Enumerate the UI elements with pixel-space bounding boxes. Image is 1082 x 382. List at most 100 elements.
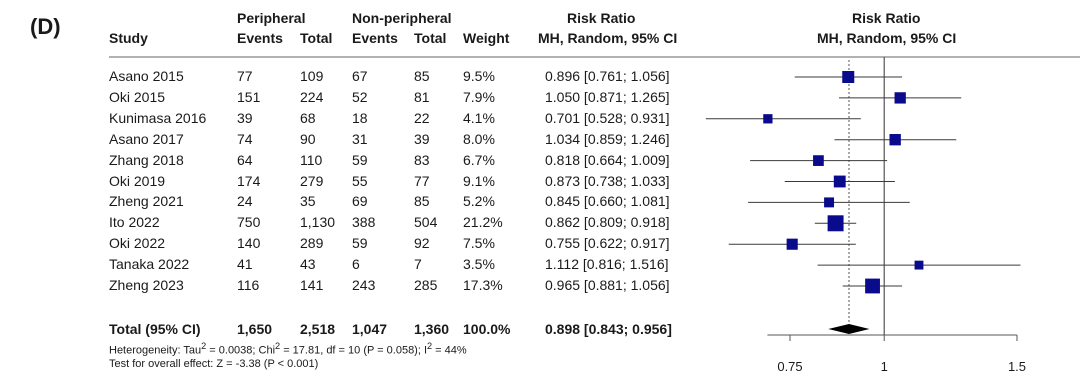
study-name: Ito 2022 <box>109 214 160 231</box>
effect-box <box>824 197 835 208</box>
header-non-peripheral: Non-peripheral <box>352 10 452 26</box>
weight: 7.9% <box>463 88 495 105</box>
ci-text: 0.818 [0.664; 1.009] <box>545 151 670 168</box>
study-name: Asano 2015 <box>109 68 184 84</box>
weight: 8.0% <box>463 130 495 147</box>
events-non-peripheral: 388 <box>352 214 376 231</box>
study-name: Asano 2017 <box>109 130 184 147</box>
weight: 21.2% <box>463 214 503 231</box>
total-peripheral: 1,130 <box>300 214 336 231</box>
effect-box <box>827 215 844 232</box>
events-peripheral: 174 <box>237 172 261 189</box>
total-non-peripheral: 39 <box>414 130 430 147</box>
panel-label: (D) <box>30 14 61 39</box>
total-peripheral: 141 <box>300 277 324 293</box>
total-non-peripheral: 92 <box>414 235 430 252</box>
events-peripheral: 750 <box>237 214 261 231</box>
effect-box <box>894 92 906 104</box>
events-peripheral: 140 <box>237 235 261 252</box>
weight: 9.5% <box>463 68 495 84</box>
total-peripheral: 110 <box>300 151 323 168</box>
study-name: Zhang 2018 <box>109 151 184 168</box>
effect-box <box>786 238 798 250</box>
effect-box <box>813 155 824 166</box>
ci-text: 0.965 [0.881; 1.056] <box>545 277 670 293</box>
ci-text: 0.896 [0.761; 1.056] <box>545 68 670 84</box>
events-peripheral: 151 <box>237 88 261 105</box>
study-name: Kunimasa 2016 <box>109 109 207 126</box>
total-events-non-peripheral: 1,047 <box>352 321 388 337</box>
events-non-peripheral: 59 <box>352 151 368 168</box>
weight: 7.5% <box>463 235 495 252</box>
header-weight: Weight <box>463 30 510 46</box>
events-non-peripheral: 18 <box>352 109 368 126</box>
total-events-peripheral: 1,650 <box>237 321 273 337</box>
events-peripheral: 41 <box>237 256 253 273</box>
weight: 5.2% <box>463 193 495 210</box>
header-total-peripheral: Total <box>300 30 333 46</box>
events-non-peripheral: 6 <box>352 256 360 273</box>
events-non-peripheral: 59 <box>352 235 368 252</box>
total-label: Total (95% CI) <box>109 321 201 337</box>
ci-text: 0.862 [0.809; 0.918] <box>545 214 670 231</box>
total-non-peripheral: 77 <box>414 172 430 189</box>
ci-text: 0.701 [0.528; 0.931] <box>545 109 670 126</box>
study-name: Oki 2022 <box>109 235 166 252</box>
x-tick-label: 1 <box>881 359 888 374</box>
total-non-peripheral: 22 <box>414 109 430 126</box>
overall-effect-text: Test for overall effect: Z = -3.38 (P < … <box>109 358 319 370</box>
ci-text: 0.873 [0.738; 1.033] <box>545 172 670 189</box>
ci-text: 0.845 [0.660; 1.081] <box>545 193 670 210</box>
header-rr-method: MH, Random, 95% CI <box>538 30 678 46</box>
weight: 17.3% <box>463 277 503 293</box>
total-ci-text: 0.898 [0.843; 0.956] <box>545 321 672 337</box>
total-non-peripheral: 285 <box>414 277 438 293</box>
ci-text: 1.034 [0.859; 1.246] <box>545 130 670 147</box>
total-non-peripheral: 85 <box>414 68 430 84</box>
events-peripheral: 39 <box>237 109 253 126</box>
total-total-peripheral: 2,518 <box>300 321 336 337</box>
total-total-non-peripheral: 1,360 <box>414 321 450 337</box>
total-non-peripheral: 504 <box>414 214 438 231</box>
total-peripheral: 109 <box>300 68 324 84</box>
ci-text: 1.050 [0.871; 1.265] <box>545 88 670 105</box>
effect-box <box>842 70 855 84</box>
header-events-peripheral: Events <box>237 30 283 46</box>
total-non-peripheral: 83 <box>414 151 430 168</box>
study-name: Zheng 2021 <box>109 193 184 210</box>
events-non-peripheral: 52 <box>352 88 368 105</box>
total-peripheral: 224 <box>300 88 324 105</box>
events-non-peripheral: 243 <box>352 277 376 293</box>
ci-text: 0.755 [0.622; 0.917] <box>545 235 670 252</box>
events-peripheral: 24 <box>237 193 253 210</box>
weight: 3.5% <box>463 256 495 273</box>
total-weight: 100.0% <box>463 321 511 337</box>
total-non-peripheral: 81 <box>414 88 430 105</box>
x-tick-label: 1.5 <box>1008 359 1026 374</box>
total-non-peripheral: 85 <box>414 193 430 210</box>
total-peripheral: 90 <box>300 130 316 147</box>
events-peripheral: 64 <box>237 151 253 168</box>
weight: 6.7% <box>463 151 495 168</box>
ci-text: 1.112 [0.816; 1.516] <box>545 256 669 273</box>
plot-header-method: MH, Random, 95% CI <box>817 30 957 46</box>
weight: 9.1% <box>463 172 495 189</box>
plot-header-risk-ratio: Risk Ratio <box>852 10 921 26</box>
study-name: Zheng 2023 <box>109 277 184 293</box>
events-peripheral: 77 <box>237 68 253 84</box>
weight: 4.1% <box>463 109 495 126</box>
study-name: Oki 2015 <box>109 88 166 105</box>
total-peripheral: 279 <box>300 172 324 189</box>
total-peripheral: 68 <box>300 109 316 126</box>
heterogeneity-text: Heterogeneity: Tau2 = 0.0038; Chi2 = 17.… <box>109 341 467 357</box>
total-peripheral: 35 <box>300 193 316 210</box>
header-study: Study <box>109 30 148 46</box>
events-non-peripheral: 55 <box>352 172 368 189</box>
events-non-peripheral: 31 <box>352 130 368 147</box>
events-peripheral: 74 <box>237 130 253 147</box>
events-peripheral: 116 <box>237 277 260 293</box>
effect-box <box>889 134 901 146</box>
total-peripheral: 289 <box>300 235 324 252</box>
total-peripheral: 43 <box>300 256 316 273</box>
